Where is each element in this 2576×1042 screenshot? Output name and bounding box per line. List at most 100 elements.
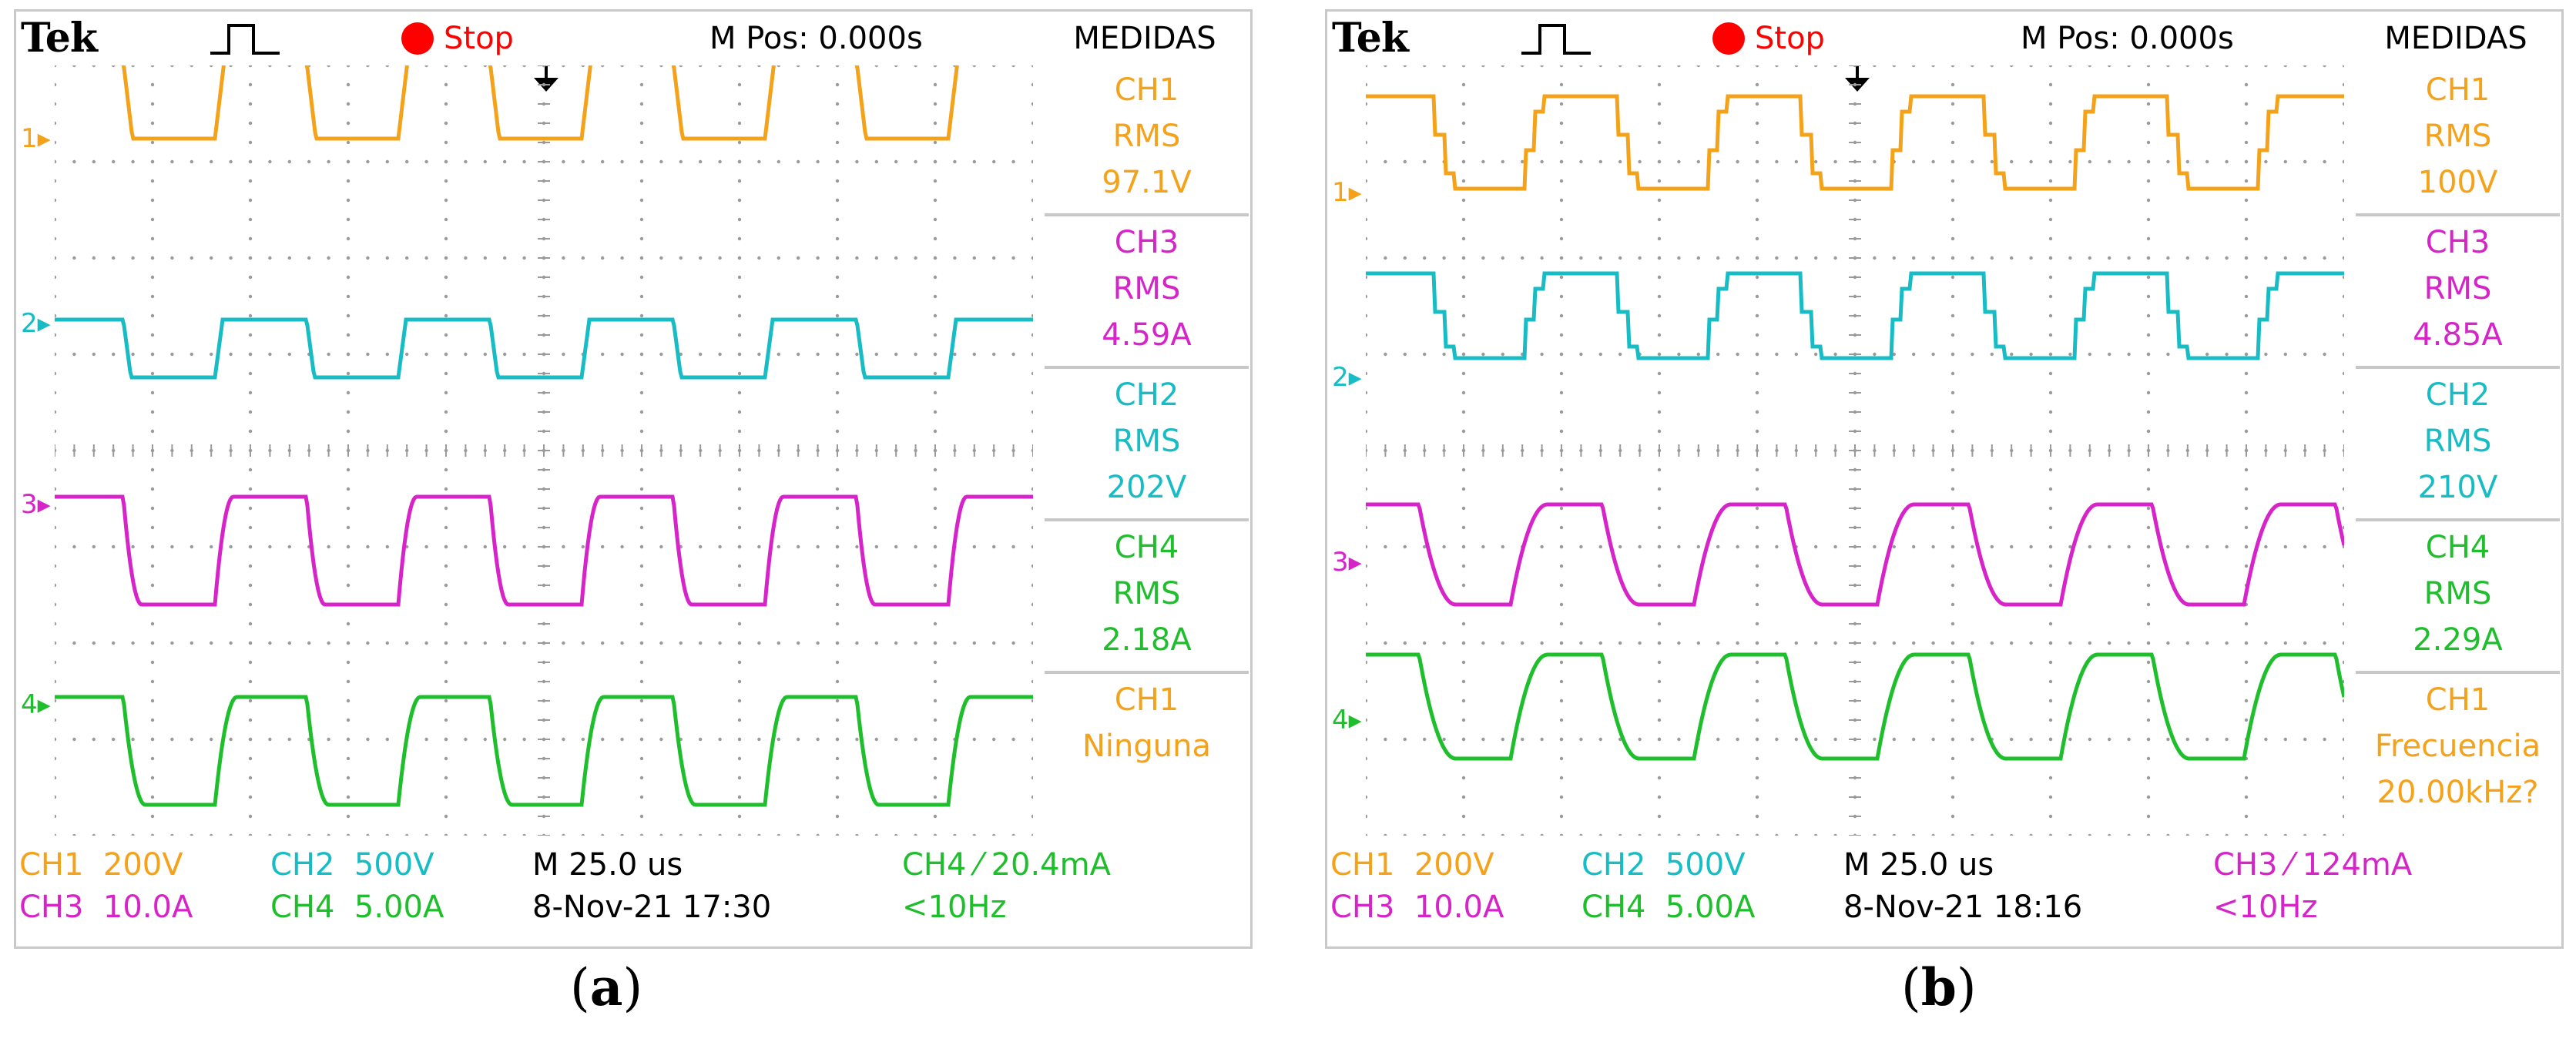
grid-dot (620, 833, 624, 836)
grid-dot (346, 82, 351, 87)
grid-dot (287, 352, 291, 357)
grid-dot (2244, 294, 2249, 299)
grid-dot (346, 487, 351, 491)
grid-dot (1366, 121, 1368, 126)
grid-dot (718, 256, 722, 260)
grid-dot (1657, 660, 1662, 665)
grid-dot (346, 544, 351, 549)
measurements-title: MEDIDAS (1073, 21, 1216, 56)
ch4-ground-marker: 4▸ (21, 689, 51, 720)
grid-dot (737, 352, 742, 357)
grid-dot (2146, 776, 2151, 780)
grid-dot (1912, 159, 1916, 164)
grid-dot (1833, 833, 1837, 836)
grid-dot (1559, 236, 1564, 241)
grid-dot (1598, 352, 1602, 357)
grid-dot (1559, 198, 1564, 203)
grid-dot (639, 352, 644, 357)
grid-dot (55, 313, 57, 318)
grid-dot (1366, 795, 1368, 799)
grid-dot (1461, 159, 1466, 164)
grid-dot (444, 699, 448, 703)
grid-dot (1011, 159, 1015, 164)
grid-dot (2146, 217, 2151, 222)
grid-dot (444, 525, 448, 530)
grid-dot (914, 641, 917, 645)
grid-dot (2146, 756, 2151, 761)
grid-dot (2146, 159, 2151, 164)
grid-dot (2048, 159, 2053, 164)
grid-dot (933, 467, 937, 472)
grid-dot (346, 525, 351, 530)
grid-dot (1638, 641, 1642, 645)
grid-dot (2108, 352, 2111, 357)
grid-dot (1366, 313, 1368, 318)
grid-dot (639, 410, 644, 414)
grid-dot (1366, 371, 1368, 376)
grid-dot (874, 352, 879, 357)
grid-dot (1559, 102, 1564, 106)
grid-dot (2146, 602, 2151, 607)
grid-dot (150, 102, 155, 106)
ch2-ground-marker: 2▸ (21, 308, 51, 339)
grid-dot (581, 65, 585, 68)
grid-dot (346, 121, 351, 126)
grid-dot (229, 641, 233, 645)
grid-dot (150, 429, 155, 434)
grid-dot (522, 256, 526, 260)
grid-dot (2048, 217, 2053, 222)
grid-dot (1912, 65, 1916, 68)
grid-dot (2342, 467, 2344, 472)
grid-dot (1461, 256, 1466, 260)
grid-dot (1366, 236, 1368, 241)
grid-dot (1696, 256, 1700, 260)
grid-dot (150, 718, 155, 722)
grid-dot (2146, 256, 2151, 260)
grid-dot (55, 236, 57, 241)
grid-dot (2146, 679, 2151, 684)
grid-dot (2146, 352, 2151, 357)
grid-dot (933, 102, 937, 106)
grid-dot (1031, 679, 1033, 684)
grid-dot (1521, 641, 1524, 645)
grid-dot (248, 602, 253, 607)
grid-dot (248, 198, 253, 203)
grid-dot (483, 737, 487, 742)
grid-dot (933, 641, 937, 645)
grid-dot (659, 544, 663, 549)
grid-dot (1559, 256, 1564, 260)
grid-dot (1775, 833, 1779, 836)
grid-dot (620, 159, 624, 164)
grid-dot (1461, 313, 1466, 318)
grid-dot (737, 814, 742, 819)
grid-dot (112, 256, 116, 260)
grid-dot (327, 159, 330, 164)
grid-dot (835, 699, 840, 703)
grid-dot (2244, 65, 2249, 68)
grid-dot (1950, 390, 1955, 395)
grid-dot (1461, 814, 1466, 819)
grid-dot (327, 65, 330, 68)
measurement-value: 202V (1106, 470, 1187, 505)
grid-dot (1755, 236, 1759, 241)
grid-dot (1461, 65, 1466, 68)
grid-dot (55, 718, 57, 722)
grid-dot (1521, 833, 1524, 836)
grid-dot (1384, 641, 1387, 645)
grid-dot (444, 833, 448, 836)
grid-dot (2048, 410, 2053, 414)
grid-dot (699, 737, 703, 742)
grid-dot (933, 564, 937, 568)
grid-dot (2342, 506, 2344, 511)
grid-dot (1833, 256, 1837, 260)
grid-dot (346, 313, 351, 318)
grid-dot (1031, 525, 1033, 530)
grid-dot (737, 487, 742, 491)
grid-dot (933, 65, 937, 68)
grid-dot (150, 121, 155, 126)
grid-dot (112, 641, 116, 645)
grid-dot (601, 352, 605, 357)
grid-dot (2303, 833, 2307, 836)
grid-dot (1423, 833, 1427, 836)
grid-dot (816, 737, 820, 742)
